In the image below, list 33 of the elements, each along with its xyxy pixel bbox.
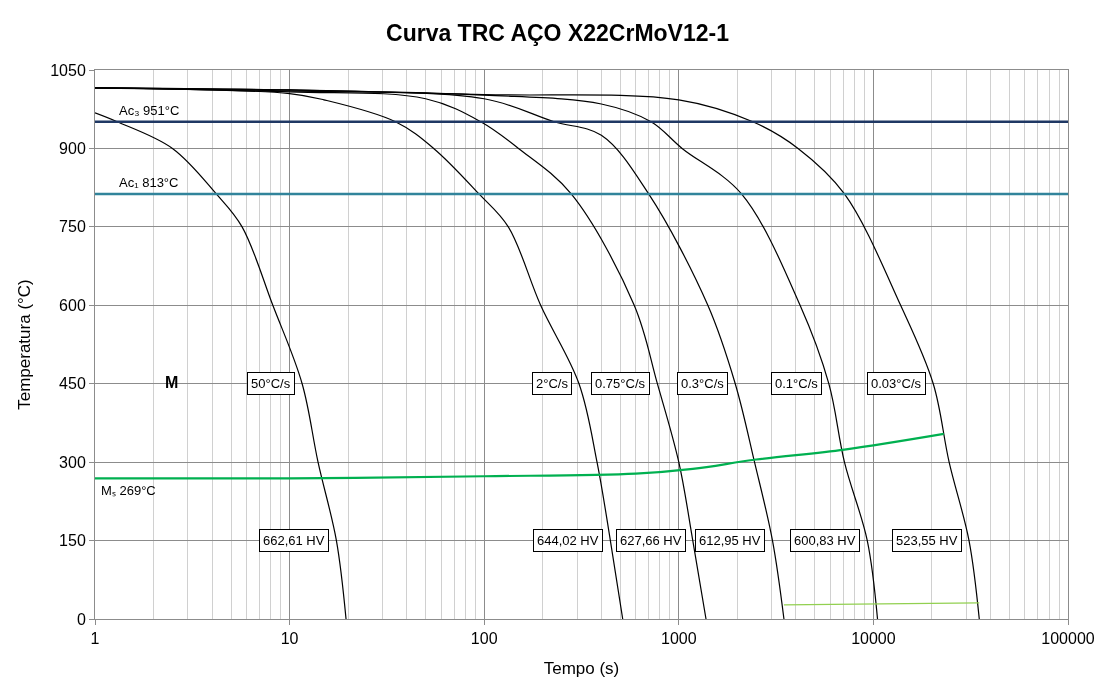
annotation: 2°C/s (536, 376, 569, 391)
y-axis-title: Temperatura (°C) (14, 279, 34, 410)
x-tick-label: 100 (470, 630, 498, 648)
x-tick-label: 1 (90, 630, 100, 648)
x-tick-label: 100000 (1041, 630, 1095, 648)
annotation: 50°C/s (251, 376, 291, 391)
annotation: M (165, 374, 179, 391)
ref-line-label: Ac₃ 951°C (119, 103, 180, 118)
y-tick-label: 600 (59, 296, 86, 314)
annotation: 0.03°C/s (871, 376, 922, 391)
y-tick-label: 1050 (50, 61, 86, 79)
y-tick-label: 0 (76, 610, 86, 628)
annotation: 0.3°C/s (681, 376, 725, 391)
annotation: 612,95 HV (699, 533, 761, 548)
x-axis-title: Tempo (s) (543, 658, 620, 678)
annotation: 523,55 HV (896, 533, 958, 548)
series-label: Mₛ 269°C (101, 483, 156, 498)
y-tick-label: 900 (59, 140, 86, 158)
annotation: 627,66 HV (620, 533, 682, 548)
ref-line-label: Ac₁ 813°C (119, 175, 179, 190)
annotation: 0.75°C/s (595, 376, 646, 391)
annotation: 644,02 HV (537, 533, 599, 548)
y-tick-label: 150 (59, 532, 86, 550)
y-tick-label: 300 (59, 453, 86, 471)
x-tick-label: 10 (280, 630, 299, 648)
annotation: 662,61 HV (263, 533, 325, 548)
x-tick-label: 10000 (851, 630, 896, 648)
x-tick-label: 1000 (661, 630, 697, 648)
annotation: 600,83 HV (794, 533, 856, 548)
annotation: 0.1°C/s (775, 376, 819, 391)
chart-title: Curva TRC AÇO X22CrMoV12-1 (386, 19, 730, 46)
y-tick-label: 750 (59, 218, 86, 236)
y-tick-label: 450 (59, 375, 86, 393)
